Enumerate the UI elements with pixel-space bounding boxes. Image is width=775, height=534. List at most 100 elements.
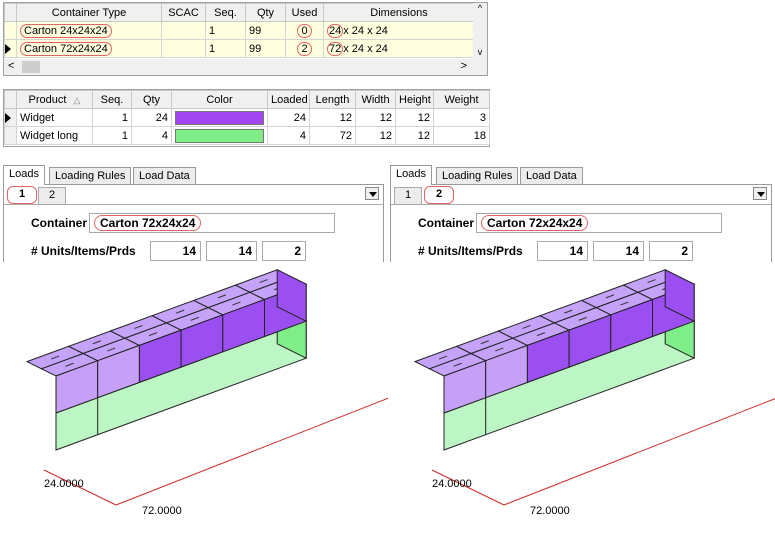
widget-orientation-mark — [259, 279, 268, 284]
tab-loading-rules[interactable]: Loading Rules — [49, 167, 132, 185]
units-label: # Units/Items/Prds — [31, 244, 136, 258]
qty-cell[interactable]: 99 — [245, 39, 286, 58]
container-grid: Container Type SCAC Seq. Qty Used Dimens… — [3, 2, 488, 76]
load-list-dropdown-icon[interactable] — [753, 187, 767, 200]
dimension-rest: x 24 x 24 — [343, 24, 388, 37]
col-length[interactable]: Length — [309, 90, 356, 109]
subtab-load-1[interactable]: 1 — [394, 187, 422, 205]
width-cell[interactable]: 12 — [355, 108, 396, 127]
loaded-cell[interactable]: 24 — [267, 108, 310, 127]
units-field-3[interactable]: 2 — [262, 241, 306, 261]
scroll-down-icon[interactable]: v — [477, 47, 483, 57]
tab-load-data[interactable]: Load Data — [520, 167, 583, 185]
col-color[interactable]: Color — [171, 90, 268, 109]
qty-cell[interactable]: 4 — [131, 126, 172, 145]
dimension-length: 24 — [327, 23, 344, 38]
dimension-length: 72 — [327, 41, 344, 56]
widget-orientation-mark — [65, 362, 74, 367]
widget-orientation-mark — [536, 332, 546, 337]
table-row[interactable]: Carton 24x24x24 1 99 0 24 x 24 x 24 — [4, 21, 475, 40]
loads-panel: 1 2 Container Carton 72x24x24 # Units/It… — [390, 184, 772, 262]
tab-load-data[interactable]: Load Data — [133, 167, 196, 185]
units-field-1[interactable]: 14 — [150, 241, 201, 261]
widget-orientation-mark — [50, 355, 60, 360]
color-swatch-widget — [175, 110, 264, 125]
scac-cell[interactable] — [161, 21, 206, 40]
used-cell: 0 — [297, 23, 312, 38]
container-value: Carton 72x24x24 — [94, 215, 202, 231]
weight-cell[interactable]: 3 — [433, 108, 490, 127]
col-dimensions[interactable]: Dimensions — [323, 3, 475, 22]
width-cell[interactable]: 12 — [355, 126, 396, 145]
units-field-3[interactable]: 2 — [649, 241, 693, 261]
units-field-2[interactable]: 14 — [206, 241, 257, 261]
scroll-up-icon[interactable]: ^ — [477, 3, 483, 13]
widget-orientation-mark — [190, 316, 199, 321]
subtab-load-2[interactable]: 2 — [424, 186, 454, 204]
horizontal-scroll-thumb[interactable] — [22, 61, 40, 73]
dimension-rest: x 24 x 24 — [343, 42, 388, 55]
seq-cell[interactable]: 1 — [205, 39, 246, 58]
tab-loading-rules[interactable]: Loading Rules — [436, 167, 519, 185]
weight-cell[interactable]: 18 — [433, 126, 490, 145]
container-value: Carton 72x24x24 — [481, 215, 589, 231]
widget-orientation-mark — [92, 340, 101, 345]
length-axis-label: 72.0000 — [142, 505, 182, 517]
col-product: Product — [28, 93, 67, 106]
vertical-scrollbar[interactable]: ^ v — [473, 3, 487, 59]
width-axis-label: 24.0000 — [44, 478, 84, 490]
col-weight[interactable]: Weight — [433, 90, 490, 109]
seq-cell[interactable]: 1 — [92, 126, 132, 145]
container-label: Container — [418, 216, 475, 230]
widget-orientation-mark — [232, 301, 241, 306]
width-axis-label: 24.0000 — [432, 478, 472, 490]
col-height[interactable]: Height — [395, 90, 434, 109]
col-loaded[interactable]: Loaded — [267, 90, 310, 109]
product-name-cell[interactable]: Widget long — [16, 126, 93, 145]
widget-orientation-mark — [564, 309, 573, 314]
scroll-left-icon[interactable]: < — [8, 60, 15, 72]
seq-cell[interactable]: 1 — [92, 108, 132, 127]
height-cell[interactable]: 12 — [395, 108, 434, 127]
table-row[interactable]: Widget 1 24 24 12 12 12 3 — [4, 108, 490, 127]
subtab-load-2[interactable]: 2 — [38, 187, 66, 205]
length-cell[interactable]: 72 — [309, 126, 356, 145]
col-seq[interactable]: Seq. — [92, 90, 132, 109]
container-field[interactable]: Carton 72x24x24 — [476, 213, 722, 233]
widget-orientation-mark — [605, 294, 615, 299]
scroll-right-icon[interactable]: > — [460, 60, 467, 72]
table-row[interactable]: Widget long 1 4 4 72 12 12 18 — [4, 126, 490, 145]
loaded-cell[interactable]: 4 — [267, 126, 310, 145]
subtab-load-1[interactable]: 1 — [7, 186, 37, 204]
product-name-cell[interactable]: Widget — [16, 108, 93, 127]
table-row[interactable]: Carton 72x24x24 1 99 2 72 x 24 x 24 — [4, 39, 475, 58]
horizontal-scrollbar[interactable]: < > — [4, 59, 487, 75]
qty-cell[interactable]: 24 — [131, 108, 172, 127]
scac-cell[interactable] — [161, 39, 206, 58]
container-field[interactable]: Carton 72x24x24 — [89, 213, 335, 233]
load-list-dropdown-icon[interactable] — [365, 187, 379, 200]
col-scac[interactable]: SCAC — [161, 3, 206, 22]
qty-cell[interactable]: 99 — [245, 21, 286, 40]
col-seq[interactable]: Seq. — [205, 3, 246, 22]
col-width[interactable]: Width — [355, 90, 396, 109]
col-qty[interactable]: Qty — [131, 90, 172, 109]
col-used[interactable]: Used — [285, 3, 324, 22]
right-load-view: Loads Loading Rules Load Data 1 2 Contai… — [390, 165, 772, 262]
length-axis-line — [115, 397, 388, 506]
col-container-type[interactable]: Container Type — [16, 3, 162, 22]
length-cell[interactable]: 12 — [309, 108, 356, 127]
widget-orientation-mark — [522, 324, 531, 329]
tab-loads[interactable]: Loads — [390, 165, 432, 185]
col-qty[interactable]: Qty — [245, 3, 286, 22]
sort-ascending-icon: △ — [73, 94, 81, 105]
seq-cell[interactable]: 1 — [205, 21, 246, 40]
widget-orientation-mark — [134, 324, 143, 329]
height-cell[interactable]: 12 — [395, 126, 434, 145]
length-axis-label: 72.0000 — [530, 505, 570, 517]
units-field-1[interactable]: 14 — [537, 241, 588, 261]
units-field-2[interactable]: 14 — [593, 241, 644, 261]
tab-loads[interactable]: Loads — [3, 165, 45, 185]
